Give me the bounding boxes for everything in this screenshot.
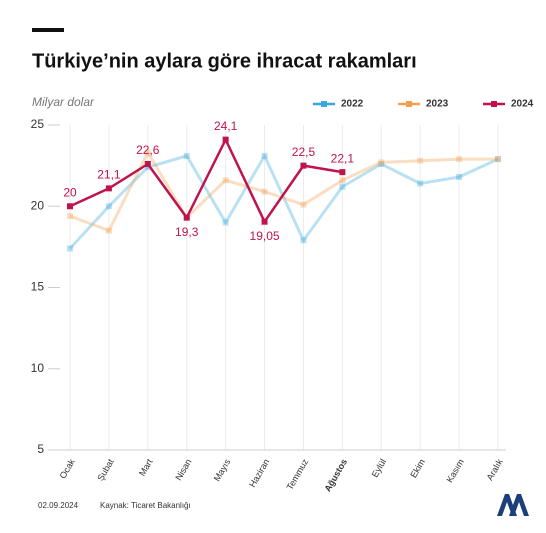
x-tick-label: Mayıs xyxy=(212,457,233,483)
value-label: 22,6 xyxy=(136,143,160,157)
title-bar xyxy=(32,28,64,32)
y-tick-label: 5 xyxy=(37,442,44,456)
point xyxy=(144,164,151,171)
point xyxy=(456,156,463,163)
x-tick-label: Ekim xyxy=(408,457,427,479)
point xyxy=(456,174,463,180)
point xyxy=(144,161,151,167)
point xyxy=(222,136,229,143)
x-tick-label: Mart xyxy=(137,457,155,478)
y-axis-label: Milyar dolar xyxy=(32,95,95,109)
logo xyxy=(497,494,529,516)
x-tick-label: Haziran xyxy=(247,457,271,489)
value-label: 24,1 xyxy=(214,119,238,133)
point xyxy=(339,177,346,184)
legend-marker xyxy=(406,101,412,107)
chart-title: Türkiye’nin aylara göre ihracat rakamlar… xyxy=(32,50,417,72)
series-line xyxy=(69,151,498,233)
date: 02.09.2024 xyxy=(38,501,79,510)
point xyxy=(378,159,385,166)
point xyxy=(67,213,73,219)
point xyxy=(67,203,73,210)
y-tick-label: 20 xyxy=(31,198,45,212)
value-label: 21,1 xyxy=(97,168,121,182)
point xyxy=(495,156,501,163)
legend-label: 2024 xyxy=(511,99,534,110)
legend-marker xyxy=(491,101,497,107)
point xyxy=(417,180,424,187)
y-tick-label: 10 xyxy=(31,361,45,375)
point xyxy=(339,183,346,190)
point xyxy=(222,219,229,226)
x-tick-label: Ocak xyxy=(58,457,77,481)
legend-label: 2022 xyxy=(341,99,364,110)
point xyxy=(495,156,501,163)
point xyxy=(183,152,190,159)
point xyxy=(105,227,112,234)
point xyxy=(339,169,346,176)
point xyxy=(222,177,229,184)
x-tick-label: Şubat xyxy=(95,457,116,483)
value-label: 20 xyxy=(63,185,77,199)
series-line xyxy=(69,138,343,223)
point xyxy=(261,152,268,159)
point xyxy=(67,245,73,252)
value-label: 19,05 xyxy=(250,229,280,243)
point xyxy=(105,203,112,210)
x-tick-label: Ağustos xyxy=(322,457,349,493)
x-tick-label: Aralık xyxy=(485,457,505,482)
point xyxy=(261,188,268,195)
series-line xyxy=(68,154,499,250)
source: Kaynak: Ticaret Bakanlığı xyxy=(100,501,191,510)
legend-label: 2023 xyxy=(426,99,449,110)
point xyxy=(144,149,151,156)
legend-marker xyxy=(321,101,327,107)
y-tick-label: 15 xyxy=(31,280,45,294)
x-tick-label: Kasım xyxy=(444,457,465,484)
point xyxy=(300,237,307,244)
x-tick-label: Eylül xyxy=(370,457,388,479)
x-tick-label: Nisan xyxy=(173,457,193,482)
point xyxy=(300,162,307,169)
value-label: 22,1 xyxy=(331,151,355,165)
point xyxy=(417,157,424,164)
point xyxy=(300,201,307,208)
value-label: 19,3 xyxy=(175,225,199,239)
point xyxy=(105,185,112,192)
point xyxy=(183,214,190,221)
point xyxy=(378,161,385,167)
x-tick-label: Temmuz xyxy=(285,457,311,492)
value-label: 22,5 xyxy=(292,145,316,159)
point xyxy=(261,218,268,225)
y-tick-label: 25 xyxy=(31,117,45,131)
